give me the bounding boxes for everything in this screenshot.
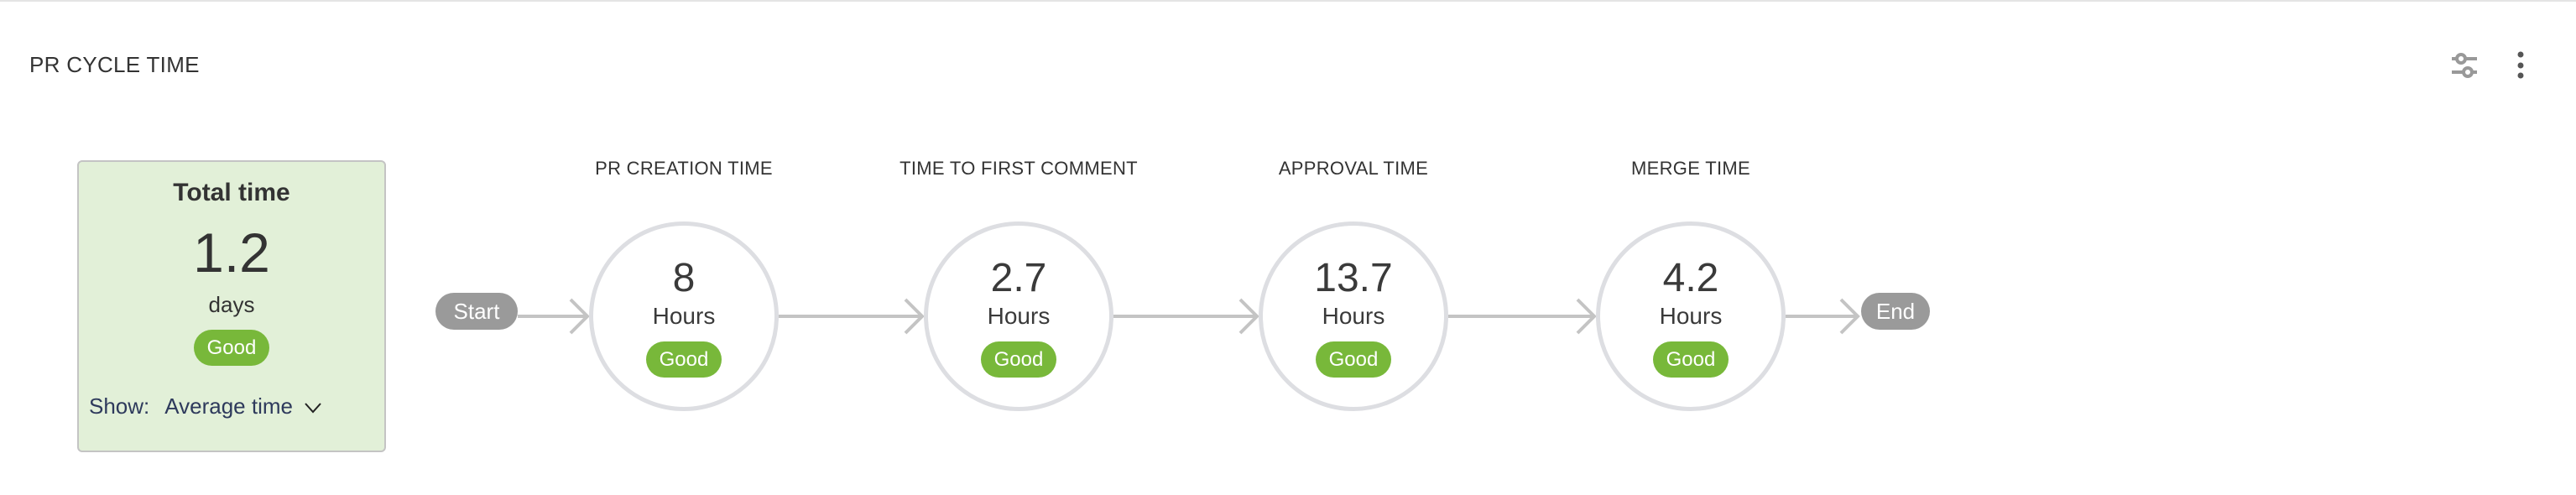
total-time-value: 1.2 (193, 221, 270, 284)
stage-circle: 4.2 Hours Good (1596, 221, 1786, 411)
show-selector-row: Show: Average time (89, 393, 322, 419)
show-dropdown[interactable]: Average time (164, 393, 322, 419)
widget-title: PR CYCLE TIME (29, 52, 200, 77)
stage-value: 13.7 (1314, 256, 1393, 300)
filter-settings-button[interactable] (2444, 44, 2485, 84)
total-time-card: Total time 1.2 days Good Show: Average ti… (77, 160, 386, 452)
stage-circle: 2.7 Hours Good (924, 221, 1113, 411)
start-node: Start (435, 293, 518, 330)
stage-label: TIME TO FIRST COMMENT (900, 158, 1138, 179)
stage-unit: Hours (652, 303, 716, 329)
arrow-head-icon (1839, 298, 1860, 335)
show-dropdown-value: Average time (164, 393, 293, 419)
arrow-head-icon (569, 298, 590, 335)
arrow-head-icon (1576, 298, 1597, 335)
status-badge: Good (193, 330, 270, 366)
stage-value: 8 (672, 256, 696, 300)
stage-label: APPROVAL TIME (1278, 158, 1429, 179)
stage-label: PR CREATION TIME (595, 158, 773, 179)
chevron-down-icon (305, 403, 321, 414)
more-vertical-icon (2517, 51, 2524, 79)
arrow-head-icon (1238, 298, 1259, 335)
end-node: End (1861, 293, 1930, 330)
stage-circle: 13.7 Hours Good (1259, 221, 1448, 411)
total-time-label: Total time (173, 179, 290, 206)
total-time-unit: days (208, 292, 255, 317)
status-badge: Good (1315, 341, 1392, 378)
stage-value: 2.7 (990, 256, 1047, 300)
more-menu-button[interactable] (2500, 44, 2541, 84)
status-badge: Good (980, 341, 1057, 378)
stage-circle: 8 Hours Good (589, 221, 779, 411)
stage-label: MERGE TIME (1631, 158, 1750, 179)
arrow-head-icon (904, 298, 925, 335)
status-badge: Good (645, 341, 722, 378)
stage-unit: Hours (987, 303, 1051, 329)
stage-unit: Hours (1322, 303, 1385, 329)
stage-unit: Hours (1659, 303, 1723, 329)
sliders-icon (2452, 53, 2477, 78)
top-divider (0, 0, 2576, 2)
show-label: Show: (89, 393, 150, 419)
stage-value: 4.2 (1662, 256, 1719, 300)
status-badge: Good (1652, 341, 1729, 378)
